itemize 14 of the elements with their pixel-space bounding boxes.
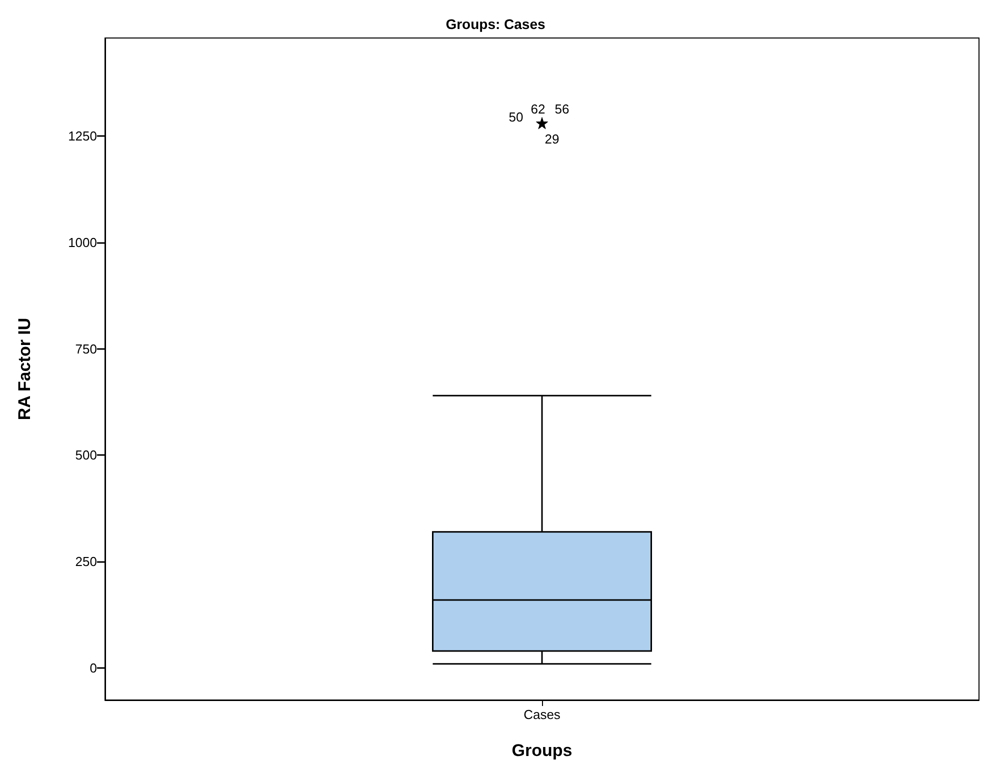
y-tick-label: 750 (75, 341, 97, 356)
x-tick-label: Cases (524, 707, 561, 722)
annotation: 62 (530, 102, 546, 117)
y-tick-label: 250 (75, 554, 97, 570)
annotation: 29 (544, 132, 560, 147)
y-tick-label: 0 (90, 660, 97, 676)
y-tick-label: 500 (75, 448, 97, 463)
y-tick-label: 1250 (68, 128, 97, 144)
y-axis-title: RA Factor IU (15, 318, 34, 420)
x-axis-title: Groups (512, 741, 572, 760)
chart-title: Groups: Cases (446, 16, 546, 32)
annotation: 50 (508, 110, 524, 125)
annotation: 56 (554, 102, 570, 117)
y-tick-label: 1000 (68, 234, 97, 250)
